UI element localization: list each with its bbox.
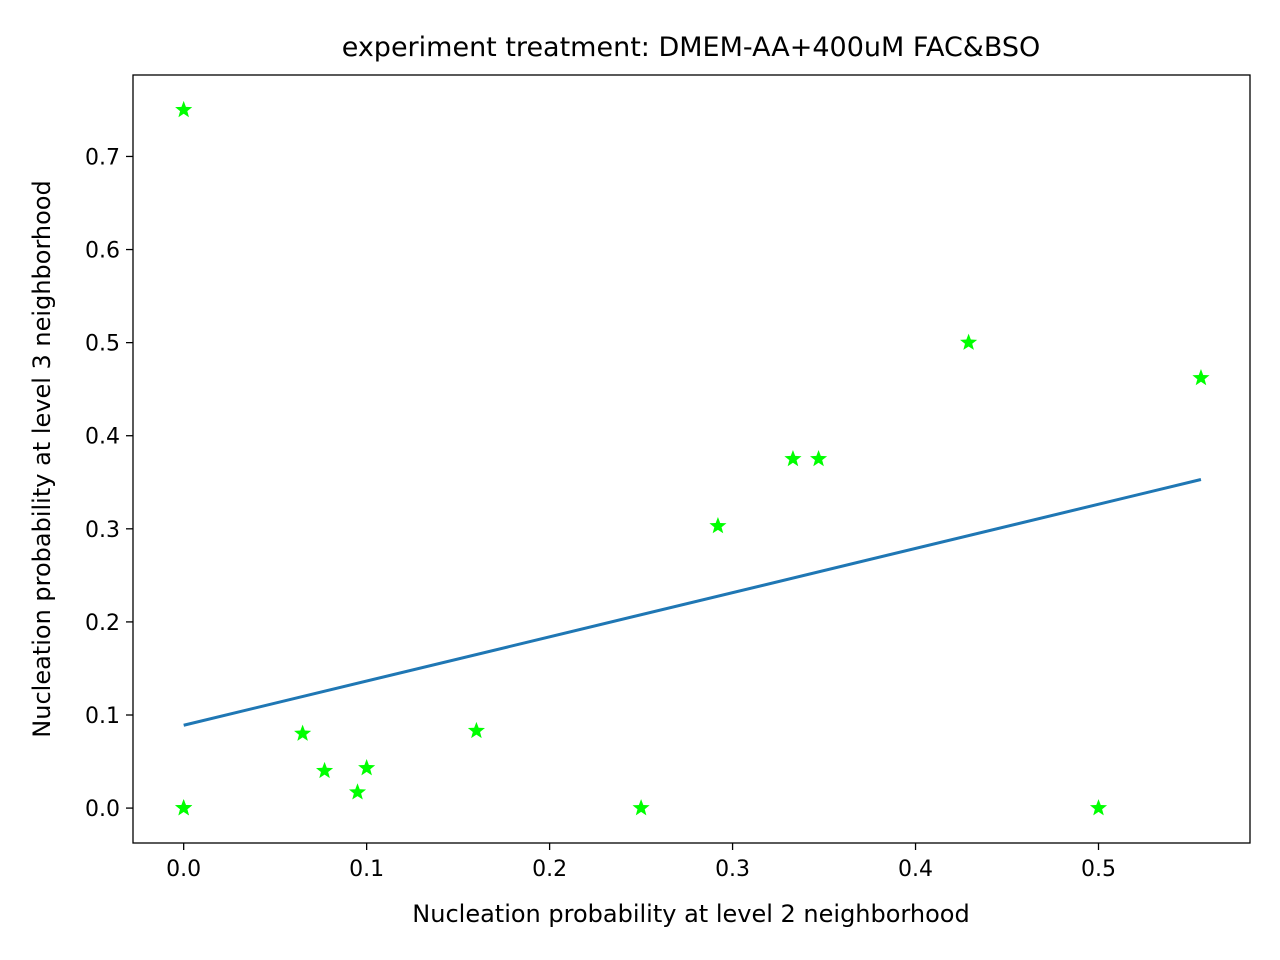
data-point-star [810,450,828,467]
data-point-star [358,759,376,776]
x-tick-label: 0.5 [1081,857,1116,882]
y-axis-ticks: 0.0 0.1 0.2 0.3 0.4 0.5 0.6 0.7 [85,145,133,822]
data-point-star [175,799,193,816]
x-tick-label: 0.0 [166,857,201,882]
y-tick-label: 0.2 [85,611,120,636]
y-axis-label: Nucleation probability at level 3 neighb… [28,180,56,737]
data-point-star [960,333,978,350]
plot-area-frame [132,74,1251,844]
y-tick-label: 0.5 [85,332,120,357]
data-point-star [632,799,650,816]
data-point-star [348,783,367,800]
data-point-star [467,721,485,739]
data-point-star [784,450,802,467]
data-point-star [316,761,334,779]
y-tick-label: 0.0 [85,797,120,822]
data-point-star [709,517,727,534]
data-point-star [294,724,312,741]
y-tick-label: 0.6 [85,239,120,264]
data-point-star [1192,369,1210,386]
x-axis-label: Nucleation probability at level 2 neighb… [412,900,969,928]
x-tick-label: 0.4 [898,857,933,882]
data-point-star [175,100,193,118]
y-tick-label: 0.3 [85,518,120,543]
x-tick-label: 0.3 [715,857,750,882]
chart-title: experiment treatment: DMEM-AA+400uM FAC&… [342,32,1041,63]
scatter-points [175,100,1210,816]
y-tick-label: 0.4 [85,425,120,450]
regression-line-group [183,478,1202,727]
x-tick-label: 0.2 [532,857,567,882]
regression-line [183,478,1202,727]
x-tick-label: 0.1 [349,857,384,882]
y-tick-label: 0.7 [85,145,120,170]
y-tick-label: 0.1 [85,704,120,729]
data-point-star [1089,799,1108,816]
x-axis-ticks: 0.0 0.1 0.2 0.3 0.4 0.5 [166,843,1116,882]
